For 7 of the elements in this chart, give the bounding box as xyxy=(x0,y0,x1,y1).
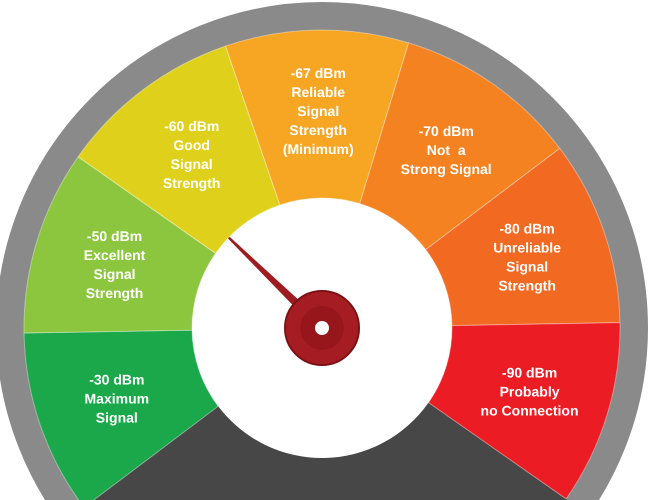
slice-label: -70 dBm Not a Strong Signal xyxy=(400,123,492,178)
slice-label: -90 dBm Probably no Connection xyxy=(480,364,579,418)
slice-label: -67 dBm Reliable Signal Strength (Minimum) xyxy=(282,65,354,158)
slice-label: -50 dBm Excellent Signal Strength xyxy=(84,228,146,301)
slice-label: -80 dBm Unreliable Signal Strength xyxy=(493,220,562,294)
slice-label: -60 dBm Good Signal Strength xyxy=(162,118,220,191)
slice-label: -30 dBm Maximum Signal xyxy=(84,372,150,426)
